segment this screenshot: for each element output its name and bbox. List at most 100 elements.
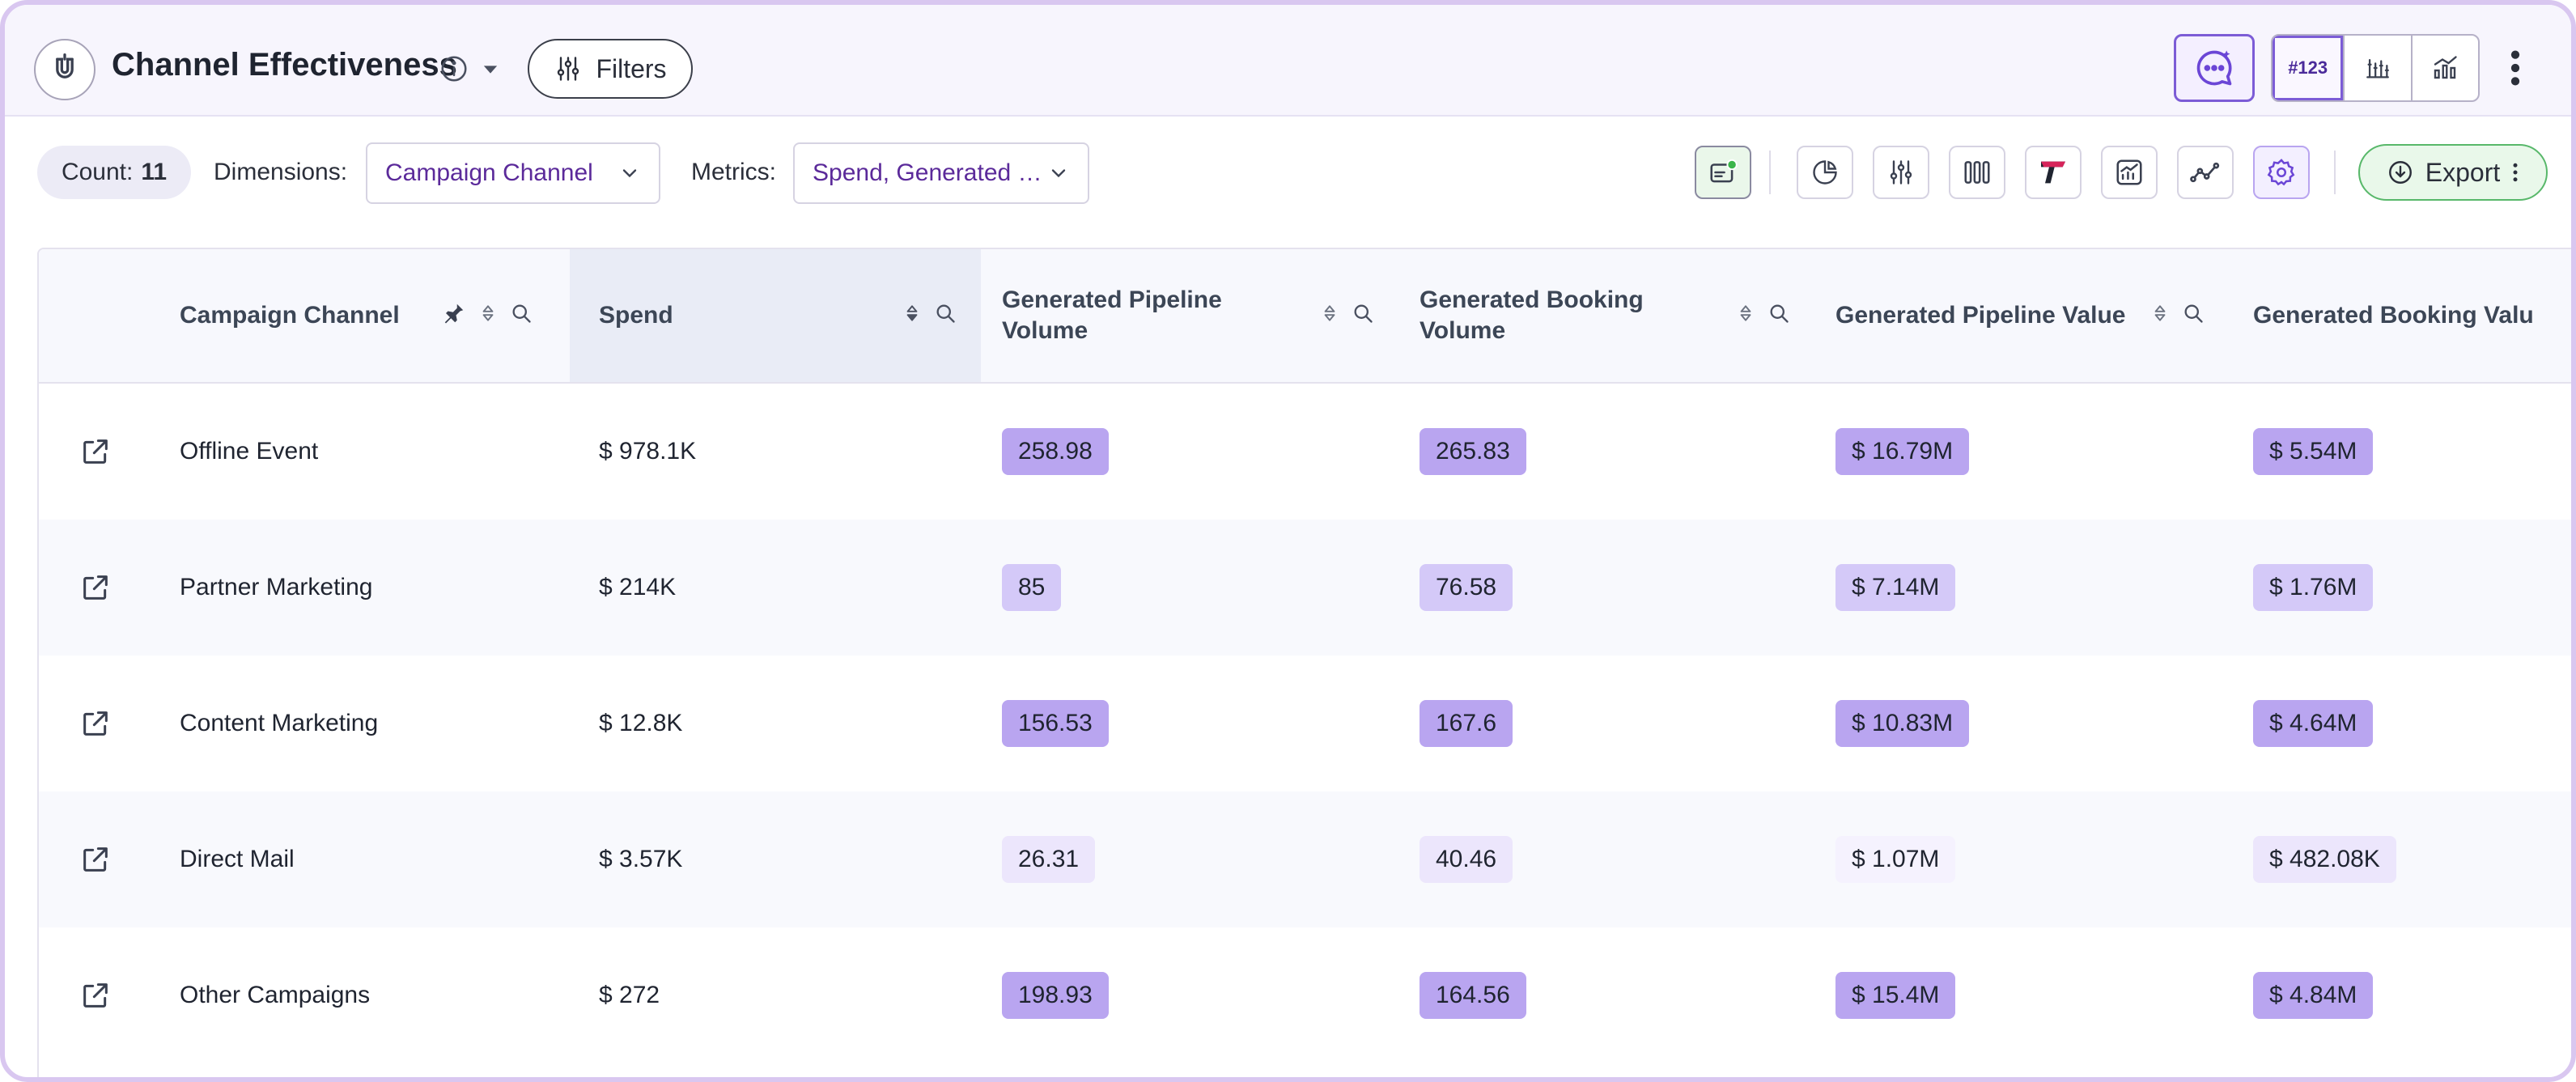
search-icon[interactable] <box>1768 302 1790 325</box>
sliders-icon <box>1890 160 1912 185</box>
value-badge: $ 4.64M <box>2253 700 2374 747</box>
open-external-icon[interactable] <box>79 979 112 1012</box>
open-external-icon[interactable] <box>79 707 112 740</box>
more-vertical-icon[interactable] <box>2501 45 2530 91</box>
cell-generated-booking-value: $ 4.84M <box>2253 927 2374 1063</box>
table-row[interactable]: Content Marketing $ 12.8K 156.53 167.6 $ 10.… <box>39 656 2571 791</box>
cell-generated-booking-value: $ 4.64M <box>2253 656 2374 791</box>
data-table: Campaign Channel Spend Generated Pipelin… <box>37 248 2571 1077</box>
view-toggle-group: #123 <box>2271 34 2480 102</box>
brand-button[interactable] <box>2025 146 2082 199</box>
column-tools <box>1735 301 1790 325</box>
caret-down-icon[interactable] <box>479 58 502 81</box>
export-button[interactable]: Export <box>2358 144 2548 201</box>
table-row[interactable]: Partner Marketing $ 214K 85 76.58 $ 7.14M $ 1… <box>39 520 2571 656</box>
cell-spend: $ 214K <box>599 520 676 656</box>
trend-chart-icon <box>2116 159 2142 185</box>
filters-button[interactable]: Filters <box>528 39 693 99</box>
cell-generated-pipeline-volume: 26.31 <box>1002 791 1096 927</box>
value-badge: 265.83 <box>1420 428 1526 475</box>
toolbar-divider <box>2334 151 2336 194</box>
cell-spend: $ 978.1K <box>599 384 696 520</box>
search-icon[interactable] <box>510 302 533 325</box>
cell-generated-pipeline-value: $ 10.83M <box>1835 656 1970 791</box>
value-badge: $ 15.4M <box>1835 972 1956 1019</box>
value-badge: 156.53 <box>1002 700 1109 747</box>
table-row[interactable]: Offline Event $ 978.1K 258.98 265.83 $ 16.79… <box>39 384 2571 520</box>
sort-descending-icon[interactable] <box>902 301 923 325</box>
dimensions-value: Campaign Channel <box>385 159 593 186</box>
cell-generated-pipeline-value: $ 1.07M <box>1835 791 1956 927</box>
search-icon[interactable] <box>1352 302 1374 325</box>
export-label: Export <box>2425 157 2501 187</box>
count-badge: Count: 11 <box>37 146 191 199</box>
columns-button[interactable] <box>1949 146 2005 199</box>
magnet-icon[interactable] <box>34 39 95 100</box>
value-badge: 76.58 <box>1420 564 1513 611</box>
adjust-button[interactable] <box>1873 146 1929 199</box>
brand-logo-icon <box>2041 161 2065 184</box>
view-chart-button[interactable] <box>2410 36 2478 100</box>
settings-button[interactable] <box>2253 146 2310 199</box>
cell-spend: $ 3.57K <box>599 791 682 927</box>
sort-icon[interactable] <box>1735 301 1756 325</box>
line-chart-icon <box>2190 162 2220 183</box>
column-header-label: Generated Booking Valu <box>2253 302 2534 329</box>
cell-campaign-channel: Other Campaigns <box>180 927 370 1063</box>
value-badge: $ 1.07M <box>1835 836 1956 883</box>
dimensions-select[interactable]: Campaign Channel <box>366 142 660 204</box>
cell-generated-pipeline-volume: 198.93 <box>1002 927 1109 1063</box>
value-badge: 167.6 <box>1420 700 1513 747</box>
view-table-button[interactable] <box>2343 36 2410 100</box>
search-icon[interactable] <box>934 302 957 325</box>
cell-text: Offline Event <box>180 438 319 465</box>
sort-icon[interactable] <box>1319 301 1340 325</box>
cell-text: $ 978.1K <box>599 438 697 465</box>
info-icon[interactable] <box>439 53 469 84</box>
cell-text: Partner Marketing <box>180 574 373 600</box>
cell-generated-booking-value: $ 482.08K <box>2253 791 2396 927</box>
view-number-label: #123 <box>2288 57 2328 78</box>
cell-generated-booking-volume: 164.56 <box>1420 927 1526 1063</box>
open-external-icon[interactable] <box>79 435 112 468</box>
cell-text: Direct Mail <box>180 846 295 872</box>
value-badge: $ 10.83M <box>1835 700 1970 747</box>
cell-generated-pipeline-value: $ 7.14M <box>1835 520 1956 656</box>
value-badge: 40.46 <box>1420 836 1513 883</box>
ai-assistant-button[interactable] <box>2174 34 2255 102</box>
search-icon[interactable] <box>2182 302 2205 325</box>
column-header-generated-booking-value[interactable]: Generated Booking Valu <box>2253 249 2571 382</box>
data-status-button[interactable] <box>1695 146 1751 199</box>
sort-icon[interactable] <box>477 301 499 325</box>
table-row[interactable]: Other Campaigns $ 272 198.93 164.56 $ 15.4M $… <box>39 927 2571 1063</box>
column-header-generated-pipeline-value[interactable]: Generated Pipeline Value <box>1835 249 2127 382</box>
view-number-button[interactable]: #123 <box>2273 36 2344 100</box>
gear-icon <box>2267 159 2295 186</box>
metrics-select[interactable]: Spend, Generated … <box>793 142 1089 204</box>
line-chart-button[interactable] <box>2177 146 2234 199</box>
pin-icon[interactable] <box>442 301 466 325</box>
cell-generated-booking-volume: 40.46 <box>1420 791 1513 927</box>
column-header-generated-pipeline-volume[interactable]: Generated Pipeline Volume <box>1002 249 1277 382</box>
open-external-icon[interactable] <box>79 571 112 604</box>
open-external-icon[interactable] <box>79 843 112 876</box>
sort-icon[interactable] <box>2149 301 2171 325</box>
column-header-label: Generated Pipeline Volume <box>1002 286 1222 344</box>
trend-chart-button[interactable] <box>2101 146 2158 199</box>
cell-campaign-channel: Partner Marketing <box>180 520 372 656</box>
column-header-generated-booking-volume[interactable]: Generated Booking Volume <box>1420 249 1695 382</box>
cell-text: $ 3.57K <box>599 846 683 872</box>
cell-generated-pipeline-volume: 85 <box>1002 520 1062 656</box>
data-check-icon <box>1710 159 1738 183</box>
table-icon <box>2366 58 2389 78</box>
value-badge: 198.93 <box>1002 972 1109 1019</box>
filters-label: Filters <box>596 53 667 83</box>
pie-chart-icon <box>1813 160 1837 185</box>
table-row[interactable]: Direct Mail $ 3.57K 26.31 40.46 $ 1.07M $ 482… <box>39 791 2571 927</box>
cell-campaign-channel: Content Marketing <box>180 656 378 791</box>
value-badge: 258.98 <box>1002 428 1109 475</box>
dimensions-label: Dimensions: <box>214 159 348 185</box>
column-tools <box>902 301 957 325</box>
column-header-campaign-channel[interactable]: Campaign Channel <box>180 249 601 382</box>
pie-chart-button[interactable] <box>1797 146 1853 199</box>
